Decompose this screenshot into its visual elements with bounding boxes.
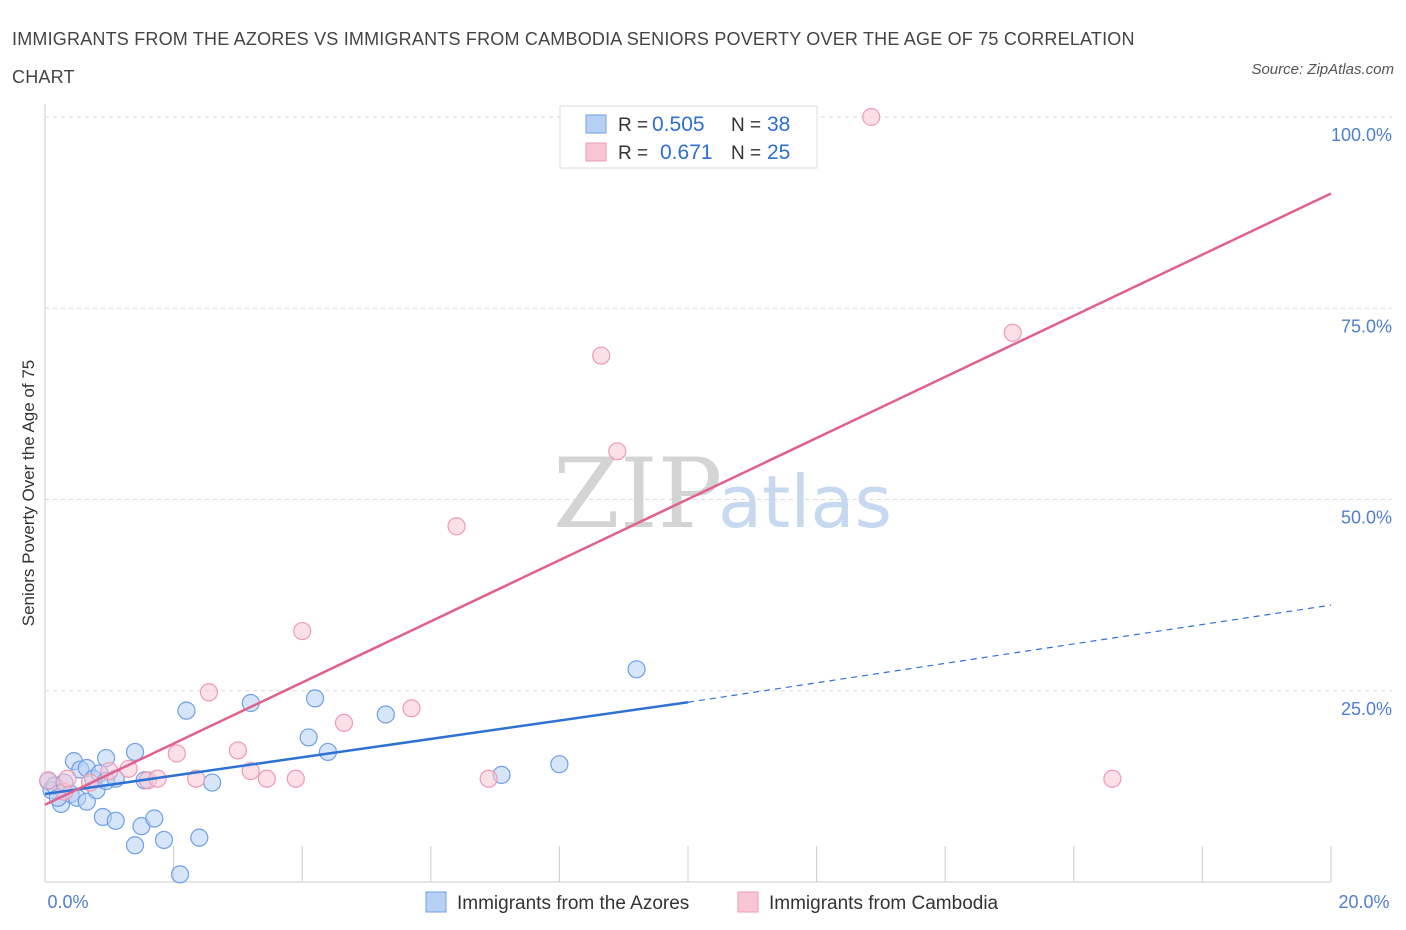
x-tick-label-min: 0.0% [47,892,88,912]
point-cambodia-18 [447,517,466,536]
point-cambodia-14 [286,769,305,788]
y-tick-label-100: 100.0% [1331,125,1392,145]
correlation-legend: R = 0.505 N = 38 R = 0.671 N = 25 [559,105,818,169]
point-azores-24 [154,830,174,850]
bottom-legend-swatch-azores [425,891,447,913]
chart-title: IMMIGRANTS FROM THE AZORES VS IMMIGRANTS… [12,29,1135,87]
point-cambodia-11 [228,741,247,760]
point-cambodia-21 [608,442,627,461]
legend-swatch-cambodia [585,142,607,162]
point-azores-31 [305,689,325,708]
trendline-azores [44,700,689,796]
point-azores-36 [627,660,646,679]
legend-n-value-azores: 38 [767,113,790,136]
point-azores-23 [145,809,164,828]
y-axis-label: Seniors Poverty Over the Age of 75 [19,360,38,626]
watermark: ZIP atlas [553,438,892,550]
point-azores-25 [170,865,190,884]
points-layer [39,107,1122,884]
point-cambodia-15 [293,621,312,641]
series-legend: Immigrants from the Azores Immigrants fr… [425,891,999,914]
point-azores-28 [203,773,222,792]
point-azores-27 [190,828,209,847]
point-azores-30 [299,728,318,747]
point-cambodia-19 [479,769,498,788]
x-tick-label-max: 20.0% [1338,892,1389,912]
legend-r-label-azores: R = [618,115,648,136]
point-azores-33 [376,705,395,724]
point-cambodia-13 [257,769,276,788]
bottom-legend-swatch-cambodia [737,891,759,913]
point-cambodia-8 [167,744,186,763]
legend-n-label-cambodia: N = [731,143,761,164]
point-cambodia-16 [334,713,354,732]
labels-layer: Seniors Poverty Over the Age of 75 0.0% … [19,360,1390,912]
point-cambodia-20 [592,346,611,365]
legend-n-label-azores: N = [731,115,761,136]
point-cambodia-23 [862,107,881,127]
y-tick-label-25: 25.0% [1341,699,1392,719]
point-azores-19 [125,836,145,855]
legend-n-value-cambodia: 25 [767,141,790,164]
watermark-atlas: atlas [718,460,892,544]
y-tick-label-50: 50.0% [1341,508,1392,528]
point-cambodia-9 [187,769,206,788]
trend-layer [44,192,1332,806]
point-azores-35 [550,755,569,774]
source-credit: Source: ZipAtlas.com [1251,61,1394,78]
point-azores-26 [177,701,196,720]
bottom-legend-label-azores: Immigrants from the Azores [457,893,689,914]
axes-layer: 25.0% 50.0% 75.0% 100.0% [44,104,1392,883]
point-azores-17 [106,811,125,830]
point-cambodia-12 [241,761,260,781]
trendline-cambodia [44,192,1332,806]
point-cambodia-10 [199,683,219,702]
point-cambodia-0 [39,771,58,790]
point-cambodia-24 [1003,323,1022,342]
legend-r-value-cambodia: 0.671 [660,141,713,164]
watermark-zip: ZIP [553,438,722,550]
bottom-legend-label-cambodia: Immigrants from Cambodia [769,893,999,914]
point-cambodia-2 [58,769,77,788]
y-tick-label-75: 75.0% [1341,316,1392,336]
legend-r-label-cambodia: R = [618,143,648,164]
point-cambodia-17 [402,699,421,718]
point-azores-20 [125,742,145,762]
legend-swatch-azores [585,114,607,134]
point-cambodia-25 [1103,769,1122,788]
trendline-azores-extension [687,604,1332,703]
grid-layer [45,116,1392,692]
legend-r-value-azores: 0.505 [652,113,705,136]
